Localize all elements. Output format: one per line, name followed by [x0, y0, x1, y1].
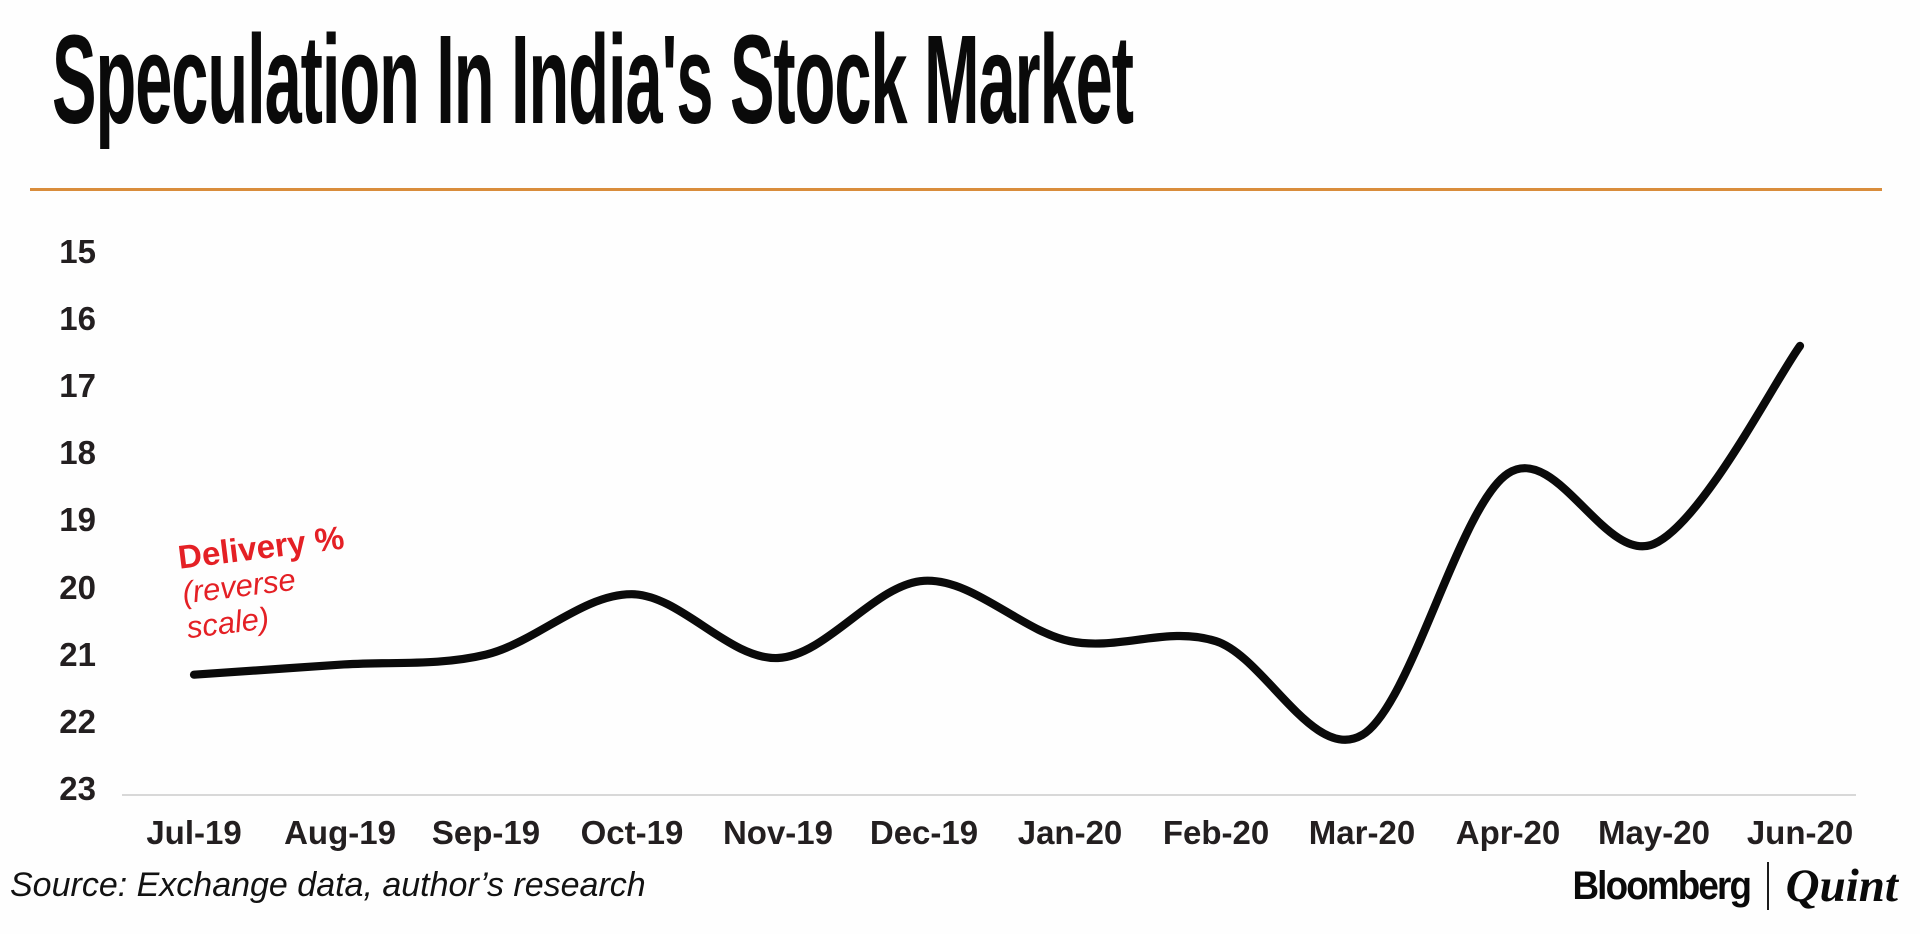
- quint-logo: Quint: [1785, 860, 1898, 912]
- x-axis-baseline: [122, 794, 1856, 796]
- page-title: Speculation In India's Stock Market: [52, 9, 1134, 150]
- delivery-line-path: [189, 341, 1805, 744]
- brand-separator-bar: [1766, 862, 1769, 910]
- source-note: Source: Exchange data, author’s research: [10, 866, 646, 904]
- title-divider: [30, 188, 1882, 191]
- bloomberg-logo: Bloomberg: [1571, 863, 1752, 908]
- series-annotation: Delivery % (reverse scale): [176, 519, 355, 646]
- brand-logo: Bloomberg Quint: [1557, 856, 1898, 916]
